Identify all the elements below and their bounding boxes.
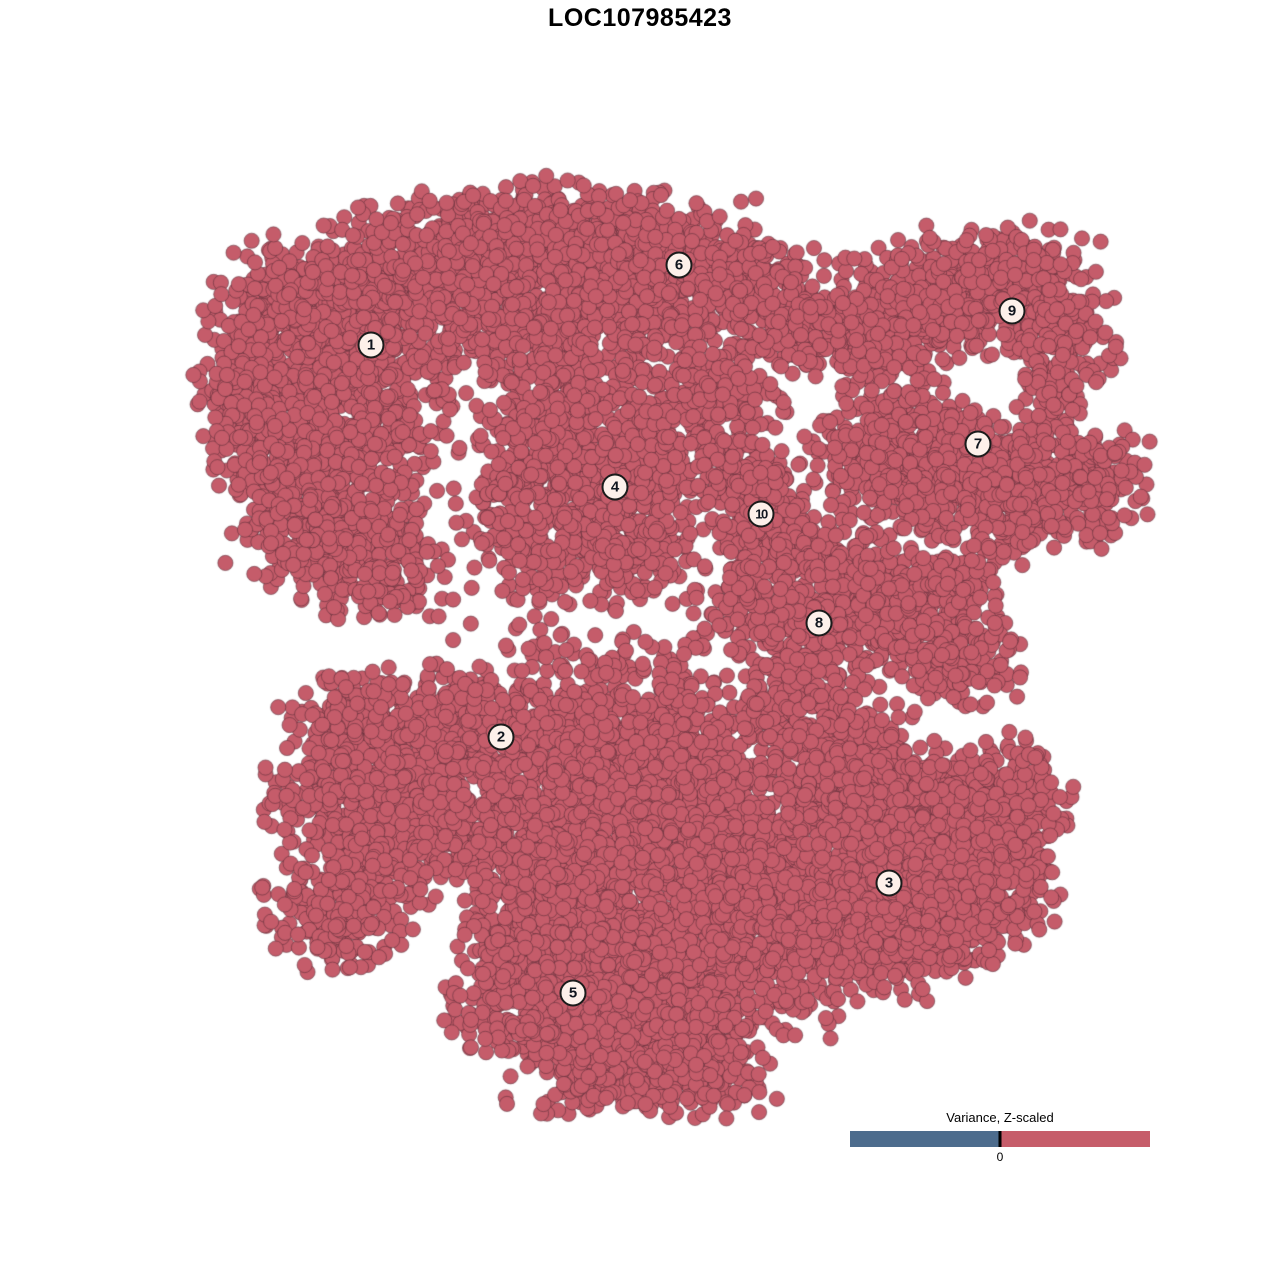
cluster-label-8[interactable]: 8 <box>805 609 833 637</box>
cluster-label-3[interactable]: 3 <box>875 869 903 897</box>
gene-title: LOC107985423 <box>548 4 732 32</box>
colorbar-zero-label: 0 <box>996 1150 1004 1164</box>
cluster-label-2[interactable]: 2 <box>487 723 515 751</box>
cluster-label-4[interactable]: 4 <box>601 473 629 501</box>
cluster-label-6[interactable]: 6 <box>665 251 693 279</box>
colorbar <box>850 1131 1150 1147</box>
colorbar-positive-segment <box>1000 1131 1150 1147</box>
cluster-label-9[interactable]: 9 <box>998 297 1026 325</box>
cluster-label-1[interactable]: 1 <box>357 331 385 359</box>
colorbar-negative-segment <box>850 1131 1000 1147</box>
colorbar-legend: Variance, Z-scaled 0 <box>850 1110 1150 1164</box>
cluster-label-5[interactable]: 5 <box>559 979 587 1007</box>
colorbar-title: Variance, Z-scaled <box>946 1110 1054 1125</box>
cluster-label-7[interactable]: 7 <box>964 430 992 458</box>
cluster-label-10[interactable]: 10 <box>747 500 775 528</box>
colorbar-zero-tick <box>998 1131 1002 1147</box>
